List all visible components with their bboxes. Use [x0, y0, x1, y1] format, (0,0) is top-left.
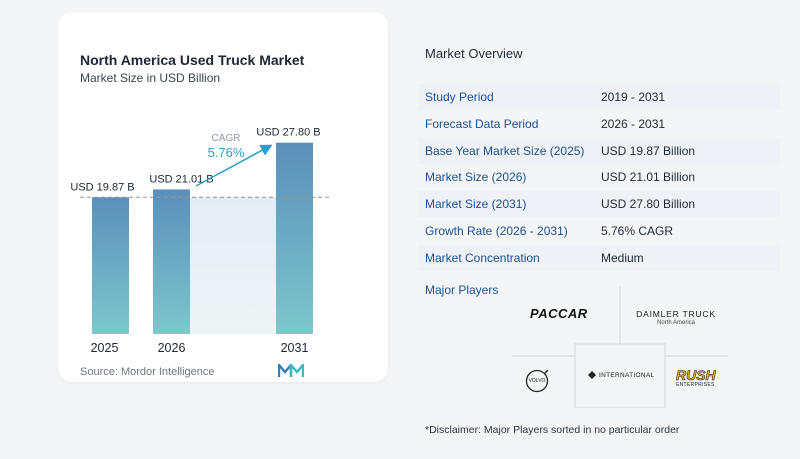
bar-chart: USD 19.87 B USD 21.01 B USD 27.80 B 2025 202… — [70, 127, 330, 355]
overview-label: Market Size (2031) — [425, 197, 527, 212]
chart-subtitle: Market Size in USD Billion — [80, 71, 221, 85]
overview-row: Growth Rate (2026 - 2031) 5.76% CAGR — [418, 218, 780, 244]
cagr-value: 5.76% — [208, 145, 245, 160]
rush-enterprises-logo: RUSH ENTERPRISES — [676, 368, 720, 388]
value-label-2026: USD 21.01 B — [149, 173, 213, 185]
overview-value: USD 21.01 Billion — [601, 170, 696, 185]
value-label-2025: USD 19.87 B — [70, 181, 134, 193]
overview-label: Base Year Market Size (2025) — [425, 143, 585, 158]
paccar-logo: PACCAR — [530, 306, 588, 321]
mordor-logo-icon — [278, 364, 304, 377]
overview-value: 5.76% CAGR — [601, 224, 674, 238]
overview-label: Market Size (2026) — [425, 170, 527, 185]
overview-row: Forecast Data Period 2026 - 2031 — [418, 111, 780, 137]
cagr-arrow — [195, 144, 273, 187]
bar-2025 — [92, 197, 129, 334]
market-overview-title: Market Overview — [425, 46, 523, 61]
overview-value: USD 19.87 Billion — [601, 143, 696, 158]
international-logo: INTERNATIONAL — [588, 371, 654, 379]
daimler-truck-logo: DAIMLER TRUCK North America — [630, 309, 722, 326]
bar-2031 — [276, 142, 313, 334]
overview-label: Study Period — [425, 90, 494, 104]
volvo-emblem-icon — [525, 369, 549, 393]
overview-label: Growth Rate (2026 - 2031) — [425, 224, 568, 238]
overview-row: Base Year Market Size (2025) USD 19.87 Bi… — [418, 137, 780, 164]
international-diamond-icon — [588, 371, 596, 379]
source-note: Source: Mordor Intelligence — [80, 366, 215, 378]
volvo-logo: VOLVO — [524, 368, 550, 394]
value-label-2031: USD 27.80 B — [256, 127, 320, 139]
volvo-wordmark: VOLVO — [528, 378, 546, 384]
international-wordmark: INTERNATIONAL — [599, 371, 655, 379]
overview-value: USD 27.80 Billion — [601, 197, 696, 212]
disclaimer: *Disclaimer: Major Players sorted in no … — [425, 424, 680, 436]
overview-value: Medium — [601, 250, 644, 265]
growth-region — [190, 197, 276, 334]
category-label-2026: 2026 — [158, 341, 186, 355]
bar-2026 — [153, 189, 190, 334]
overview-value: 2026 - 2031 — [601, 116, 666, 131]
cagr-label: CAGR — [212, 133, 241, 144]
category-label-2031: 2031 — [281, 341, 309, 355]
rush-subtitle: ENTERPRISES — [676, 382, 715, 388]
category-label-2025: 2025 — [91, 341, 119, 355]
daimler-line1: DAIMLER TRUCK — [636, 309, 716, 319]
major-players-title: Major Players — [425, 283, 499, 297]
chart-title: North America Used Truck Market — [80, 52, 305, 68]
rush-wordmark: RUSH — [676, 367, 716, 383]
players-grid — [512, 286, 728, 408]
overview-row: Market Concentration Medium — [418, 244, 780, 271]
overview-row: Study Period 2019 - 2031 — [418, 84, 780, 110]
overview-row: Market Size (2031) USD 27.80 Billion — [418, 191, 780, 218]
overview-label: Market Concentration — [425, 250, 540, 265]
overview-value: 2019 - 2031 — [601, 90, 666, 104]
overview-label: Forecast Data Period — [425, 116, 539, 131]
daimler-line2: North America — [656, 320, 695, 326]
overview-row: Market Size (2026) USD 21.01 Billion — [418, 164, 780, 190]
